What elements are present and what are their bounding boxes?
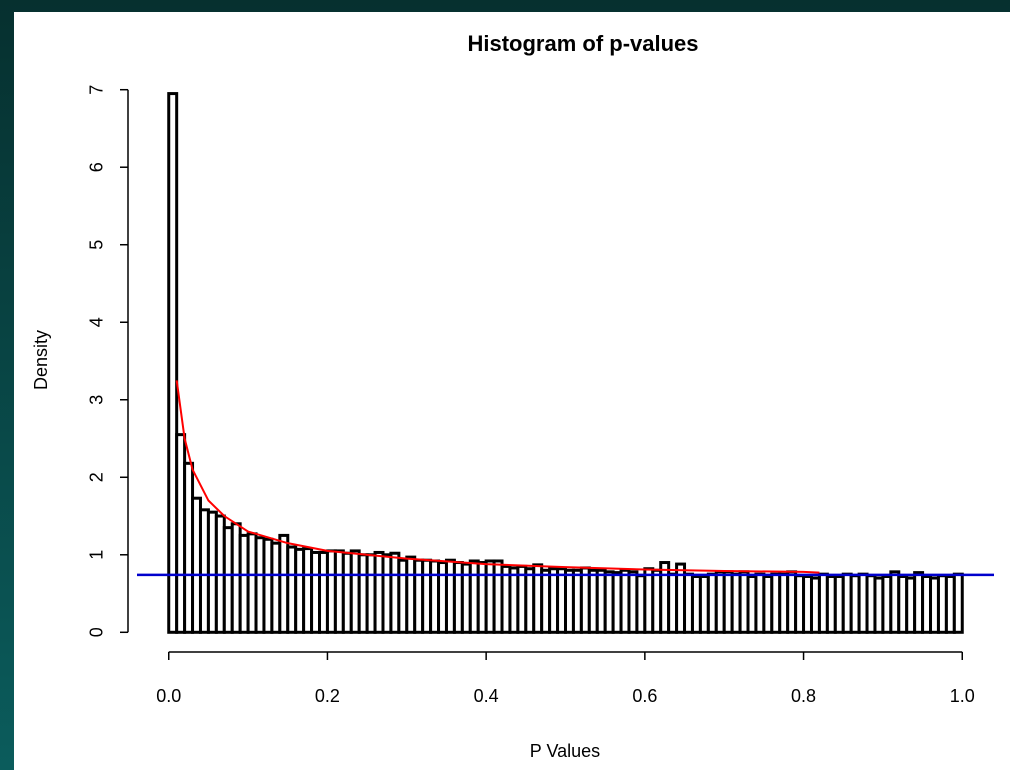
- y-tick-label: 1: [87, 550, 107, 560]
- x-tick-label: 0.0: [156, 686, 181, 706]
- x-axis-label: P Values: [530, 741, 600, 761]
- bar: [167, 92, 179, 634]
- plot-panel: [14, 12, 1010, 770]
- bar: [952, 572, 964, 634]
- y-tick-label: 3: [87, 395, 107, 405]
- x-tick-label: 0.6: [632, 686, 657, 706]
- y-axis-label: Density: [31, 330, 51, 390]
- x-tick-label: 1.0: [950, 686, 975, 706]
- y-tick-label: 5: [87, 240, 107, 250]
- chart-title: Histogram of p-values: [467, 31, 698, 56]
- y-tick-label: 6: [87, 162, 107, 172]
- y-tick-label: 4: [87, 317, 107, 327]
- density-curve: [175, 380, 820, 574]
- y-tick-label: 7: [87, 85, 107, 95]
- x-tick-label: 0.8: [791, 686, 816, 706]
- y-tick-label: 2: [87, 472, 107, 482]
- x-tick-label: 0.2: [315, 686, 340, 706]
- y-tick-label: 0: [87, 627, 107, 637]
- x-tick-label: 0.4: [474, 686, 499, 706]
